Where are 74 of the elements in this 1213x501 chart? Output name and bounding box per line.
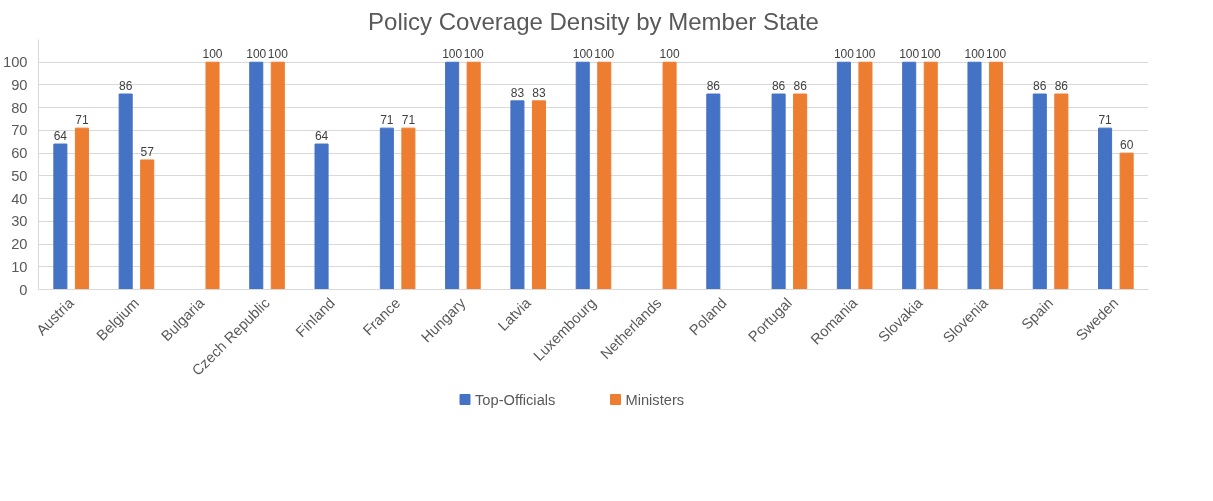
data-label: 86 [793,79,808,94]
data-label: 100 [920,47,942,62]
bar [531,100,547,290]
y-tick-label: 30 [11,213,28,230]
bar [902,61,917,290]
y-tick-label: 10 [11,258,28,275]
legend-label: Top-Officials [475,391,556,408]
chart-title: Policy Coverage Density by Member State [368,7,819,35]
data-label: 100 [899,47,920,62]
bar [249,61,264,290]
bar [858,61,873,290]
bar [597,61,612,290]
y-tick-label: 90 [11,76,28,93]
bar [989,61,1004,290]
data-label: 71 [401,113,416,128]
data-label: 86 [706,79,721,94]
bar [445,61,460,290]
data-label: 100 [594,47,615,62]
bar [401,127,416,290]
data-label: 100 [855,47,876,62]
y-tick-label: 40 [11,190,28,207]
data-label: 86 [1033,79,1047,94]
bar [510,100,525,290]
legend-label: Ministers [625,391,685,408]
bar [923,61,938,290]
y-tick-label: 80 [11,99,28,116]
data-label: 57 [140,144,155,159]
data-label: 71 [1098,113,1113,128]
bar [967,61,982,290]
data-label: 64 [53,129,68,144]
bar [1119,152,1134,290]
bar [74,127,89,290]
data-label: 100 [986,47,1007,62]
bar [53,143,68,290]
bar [1032,93,1047,290]
data-label: 86 [1054,79,1069,94]
bar [662,61,677,290]
bar [466,61,481,290]
data-label: 71 [380,113,394,128]
y-tick-label: 0 [19,281,28,298]
bar [836,61,851,290]
data-label: 64 [314,129,329,144]
data-label: 100 [463,47,485,62]
bar [314,143,329,290]
y-tick-label: 100 [3,54,28,71]
y-tick-label: 60 [11,145,28,162]
bar [1054,93,1069,290]
data-label: 71 [75,113,89,128]
bar [575,61,590,290]
bar [118,93,133,290]
bar [379,127,394,290]
data-label: 100 [659,47,680,62]
bar [270,61,285,290]
data-label: 100 [442,47,463,62]
data-label: 100 [964,47,985,62]
data-label: 86 [118,79,133,94]
bar [771,93,786,290]
y-tick-label: 70 [11,122,28,139]
data-label: 100 [833,47,855,62]
data-label: 100 [202,47,223,62]
bar [140,159,155,290]
data-label: 83 [532,85,546,100]
y-tick-label: 20 [11,236,28,253]
bar [706,93,721,290]
data-label: 100 [267,47,289,62]
data-label: 100 [572,47,594,62]
bar [1098,127,1113,290]
bar [205,61,220,290]
data-label: 60 [1119,138,1134,153]
bar [793,93,808,290]
y-tick-label: 50 [11,167,28,184]
data-label: 100 [246,47,267,62]
data-label: 86 [771,79,786,94]
data-label: 83 [510,85,525,100]
